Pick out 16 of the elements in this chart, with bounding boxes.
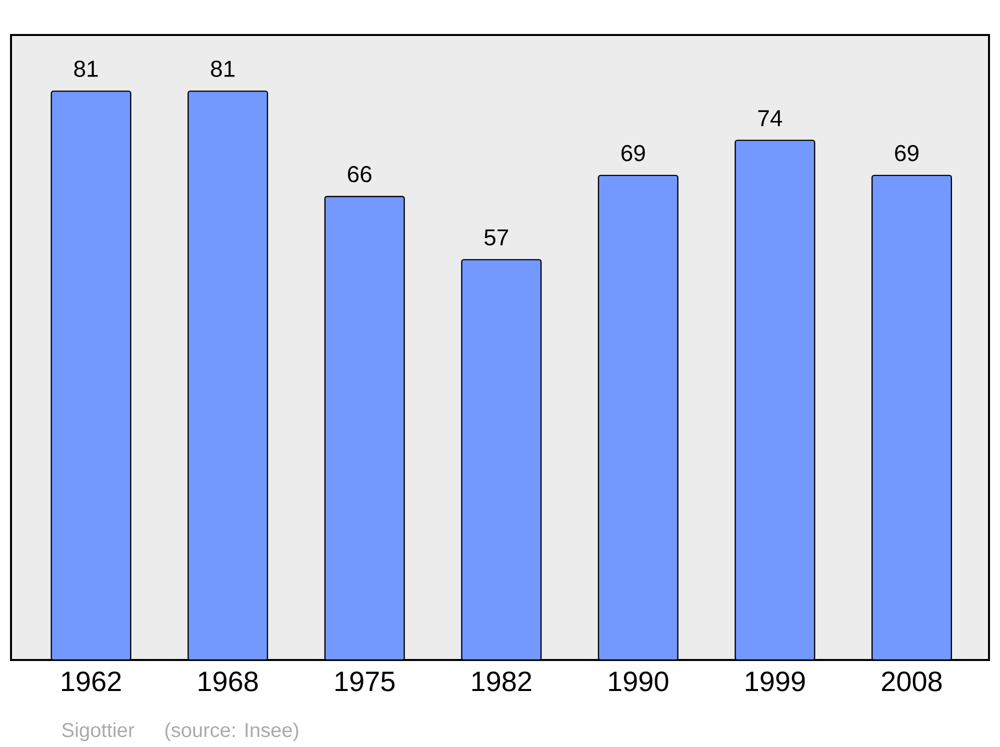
data-label: 74 [758, 110, 782, 126]
x-tick-label: 1982 [472, 672, 532, 692]
text: (source: Insee) [165, 722, 298, 742]
x-tick-label: 1999 [746, 672, 805, 692]
data-label: 69 [895, 144, 918, 162]
x-tick-label: 1990 [609, 672, 668, 692]
text: Sigottier [62, 722, 134, 742]
data-label: 81 [211, 60, 234, 77]
x-tick-label: 2008 [882, 672, 942, 692]
x-tick-label: 1975 [336, 672, 395, 692]
x-tick-label: 1968 [198, 672, 258, 692]
data-label: 81 [74, 60, 98, 77]
data-label: 57 [484, 229, 508, 246]
data-label: 69 [622, 144, 645, 162]
data-label: 66 [348, 166, 372, 182]
x-tick-label: 1962 [62, 672, 121, 692]
